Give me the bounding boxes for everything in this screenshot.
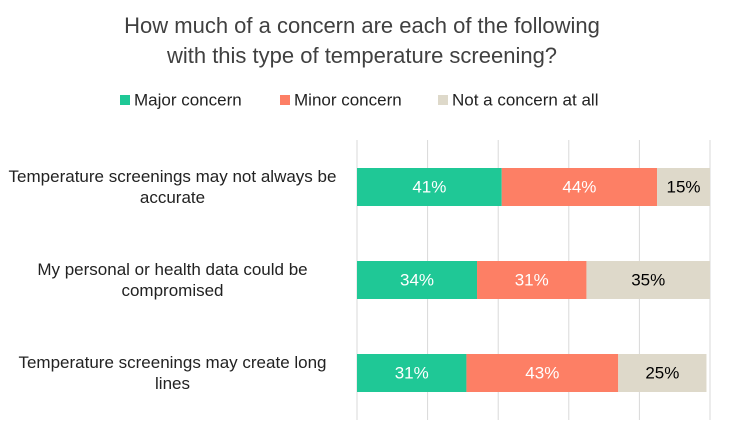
bar-segment [501,168,658,206]
chart-title: with this type of temperature screening? [166,43,557,68]
data-label: 34% [400,270,434,289]
legend-label: Minor concern [294,90,402,109]
bar-segment [357,354,467,392]
bar-segment [586,261,710,299]
category-label: My personal or health data could be comp… [37,260,308,300]
bar-segment [477,261,587,299]
data-label: 15% [667,177,701,196]
bar-segment [357,168,502,206]
category-label: Temperature screenings may not always be… [8,167,337,207]
legend-label: Major concern [134,90,242,109]
data-label: 25% [645,363,679,382]
data-label: 43% [525,363,559,382]
data-label: 31% [515,270,549,289]
data-label: 35% [631,270,665,289]
bar-segment [618,354,707,392]
legend-swatch [438,95,448,105]
bar-segment [466,354,619,392]
data-label: 41% [412,177,446,196]
bar-segment [357,261,478,299]
legend-label: Not a concern at all [452,90,598,109]
legend-swatch [280,95,290,105]
data-label: 44% [562,177,596,196]
legend-swatch [120,95,130,105]
chart-title: How much of a concern are each of the fo… [124,13,600,38]
bar-segment [657,168,710,206]
data-label: 31% [395,363,429,382]
category-label: Temperature screenings may create long l… [18,353,327,393]
